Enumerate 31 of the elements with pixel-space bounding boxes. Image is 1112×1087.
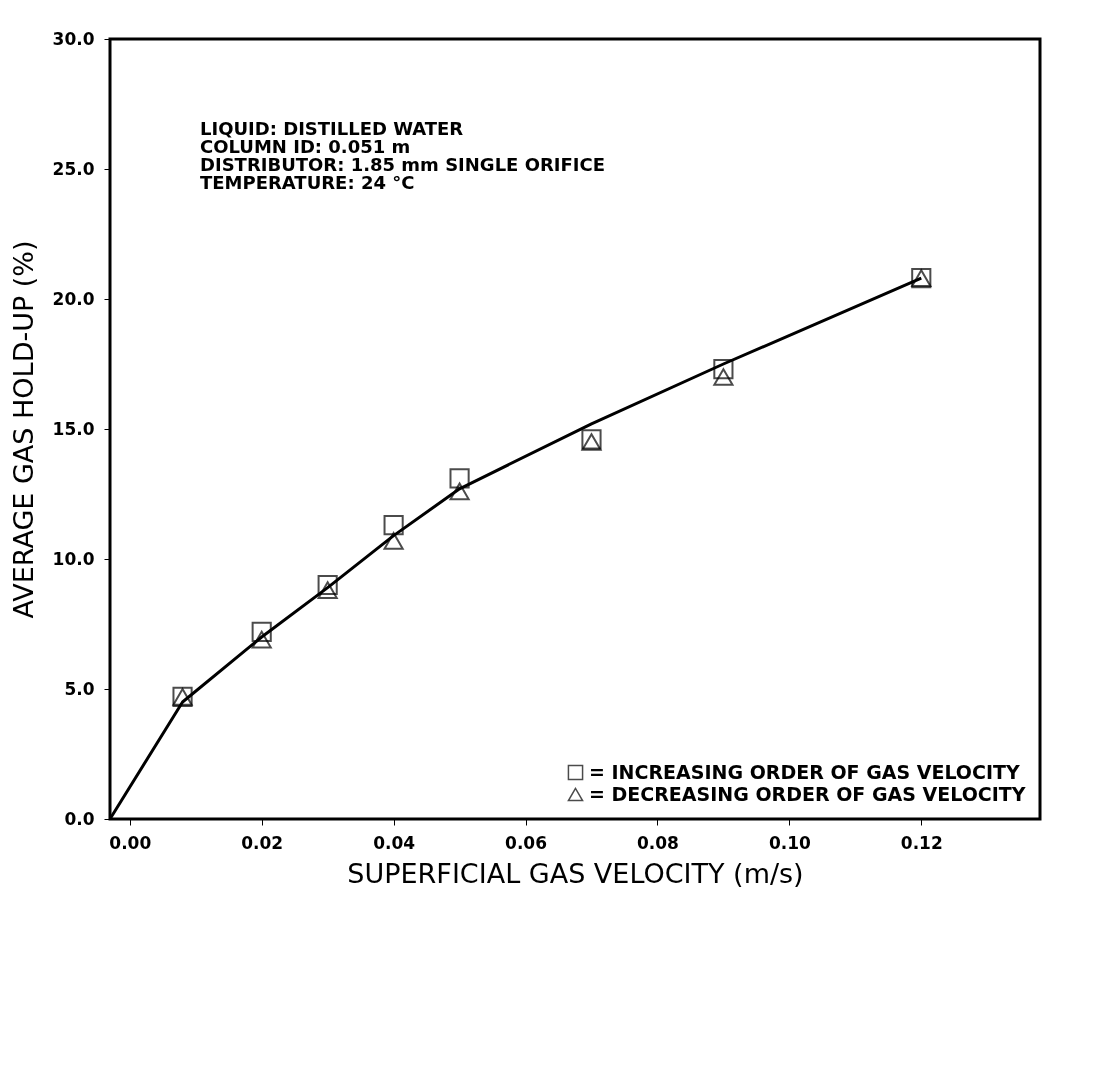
point [317, 574, 338, 596]
annotation: TEMPERATURE: 24 °C [200, 172, 415, 193]
point [317, 581, 338, 600]
y-tick-label: 10.0 [52, 548, 95, 569]
x-tick-label: 0.10 [768, 832, 811, 853]
y-tick-label: 15.0 [52, 418, 95, 439]
x-axis-title: SUPERFICIAL GAS VELOCITY (m/s) [347, 857, 804, 889]
y-tick-label: 5.0 [64, 678, 95, 699]
point [449, 468, 470, 489]
x-tick-label: 0.08 [636, 832, 679, 853]
x-tick-label: 0.04 [373, 832, 416, 853]
point [713, 359, 734, 380]
x-tick-label: 0.00 [109, 832, 152, 853]
legend-label: = DECREASING ORDER OF GAS VELOCITY [589, 782, 1026, 805]
point [383, 515, 404, 536]
x-tick-label: 0.06 [505, 832, 548, 853]
point [251, 621, 272, 642]
point [383, 531, 404, 550]
y-tick-label: 0.0 [64, 808, 95, 829]
y-tick-label: 20.0 [52, 288, 95, 309]
point [713, 368, 734, 386]
point [251, 630, 272, 649]
x-tick-label: 0.02 [241, 832, 284, 853]
x-tick-label: 0.12 [900, 832, 943, 853]
point [449, 482, 470, 501]
y-tick-label: 25.0 [52, 158, 95, 179]
y-axis-title: AVERAGE GAS HOLD-UP (%) [7, 240, 39, 619]
y-tick-label: 30.0 [52, 28, 95, 49]
legend-label: = INCREASING ORDER OF GAS VELOCITY [589, 760, 1020, 783]
annotation: DISTRIBUTOR: 1.85 mm SINGLE ORIFICE [200, 154, 606, 175]
annotation: LIQUID: DISTILLED WATER [200, 118, 464, 139]
